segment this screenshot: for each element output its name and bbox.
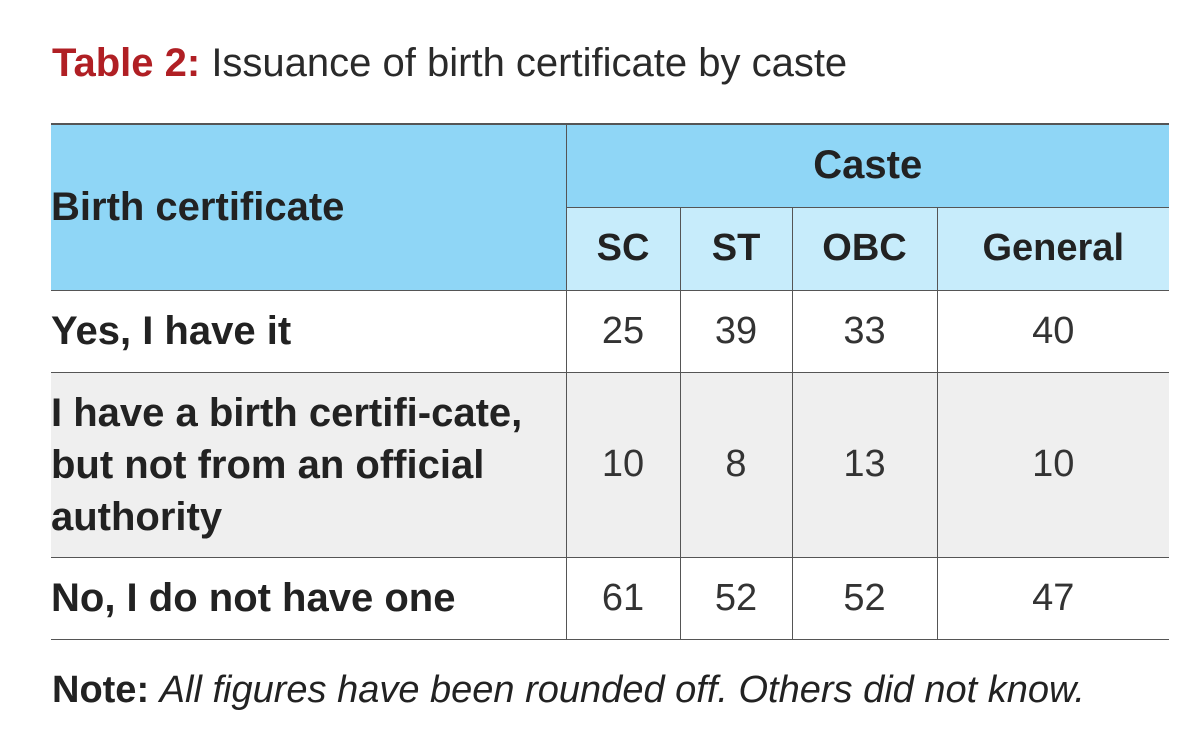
- column-header-general: General: [937, 207, 1170, 291]
- column-header-sc: SC: [566, 207, 681, 291]
- column-header-st: ST: [680, 207, 793, 291]
- cell-value: 39: [680, 290, 793, 373]
- table-title-text: Issuance of birth certificate by caste: [211, 41, 848, 85]
- cell-value: 8: [680, 372, 793, 558]
- cell-value: 10: [566, 372, 681, 558]
- table-title: Table 2: Issuance of birth certificate b…: [52, 38, 847, 88]
- column-header-obc: OBC: [792, 207, 938, 291]
- table-row: No, I do not have one 61 52 52 47: [51, 557, 1170, 640]
- cell-value: 61: [566, 557, 681, 640]
- group-header-caste: Caste: [566, 123, 1170, 208]
- row-label: Yes, I have it: [51, 290, 567, 373]
- table-row: Yes, I have it 25 39 33 40: [51, 290, 1170, 373]
- table-number-label: Table 2:: [52, 41, 201, 85]
- birth-certificate-table: Birth certificate Caste SC ST OBC Genera…: [51, 123, 1170, 640]
- note-text: All figures have been rounded off. Other…: [159, 669, 1085, 711]
- table-header-row: Birth certificate Caste: [51, 123, 1170, 291]
- cell-value: 40: [937, 290, 1170, 373]
- cell-value: 10: [937, 372, 1170, 558]
- table-note: Note: All figures have been rounded off.…: [52, 666, 1085, 714]
- row-header-birth-certificate: Birth certificate: [51, 123, 567, 291]
- cell-value: 13: [792, 372, 938, 558]
- cell-value: 52: [792, 557, 938, 640]
- cell-value: 52: [680, 557, 793, 640]
- row-label: I have a birth certifi-cate, but not fro…: [51, 372, 567, 558]
- table-subheader-row: SC ST OBC General: [51, 207, 1170, 291]
- note-label: Note:: [52, 669, 150, 711]
- cell-value: 25: [566, 290, 681, 373]
- cell-value: 33: [792, 290, 938, 373]
- cell-value: 47: [937, 557, 1170, 640]
- table-row: I have a birth certifi-cate, but not fro…: [51, 372, 1170, 558]
- row-label: No, I do not have one: [51, 557, 567, 640]
